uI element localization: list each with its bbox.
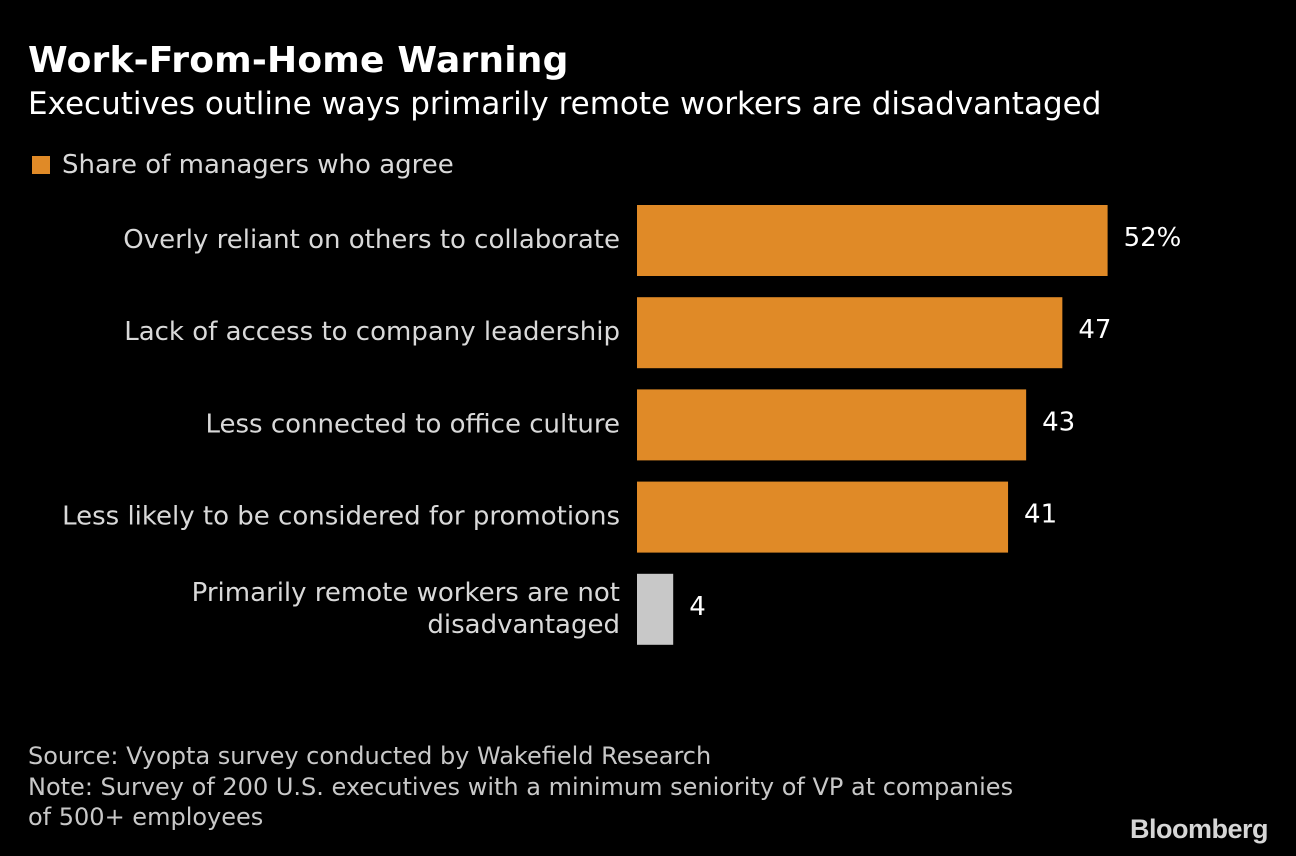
bar-3 [637, 481, 1009, 553]
chart-title: Work-From-Home Warning [28, 40, 569, 81]
value-label-4: 4 [689, 592, 706, 622]
bar-chart: 52% Overly reliant on others to collabora… [62, 205, 1182, 645]
category-label-4-line-1: disadvantaged [427, 610, 620, 640]
value-label-0: 52% [1124, 223, 1182, 253]
survey-note-line-1: Note: Survey of 200 U.S. executives with… [28, 773, 1014, 801]
chart-subtitle: Executives outline ways primarily remote… [28, 86, 1102, 122]
value-label-2: 43 [1042, 407, 1075, 437]
bar-0 [637, 205, 1108, 276]
survey-note-line-2: of 500+ employees [28, 803, 264, 831]
category-label-1: Lack of access to company leadership [124, 317, 620, 347]
value-label-3: 41 [1024, 500, 1057, 530]
legend-label: Share of managers who agree [62, 150, 454, 180]
bloomberg-logo: Bloomberg [1129, 814, 1269, 844]
source-note: Source: Vyopta survey conducted by Wakef… [28, 742, 712, 770]
bar-1 [637, 297, 1063, 369]
category-label-2: Less connected to office culture [205, 409, 620, 439]
bar-2 [637, 389, 1027, 461]
category-label-0: Overly reliant on others to collaborate [123, 225, 620, 255]
value-label-1: 47 [1078, 315, 1111, 345]
legend-swatch [32, 156, 50, 174]
bar-4 [637, 573, 674, 645]
category-label-4-line-0: Primarily remote workers are not [192, 578, 620, 608]
category-label-3: Less likely to be considered for promoti… [62, 502, 620, 532]
legend: Share of managers who agree [32, 150, 454, 180]
